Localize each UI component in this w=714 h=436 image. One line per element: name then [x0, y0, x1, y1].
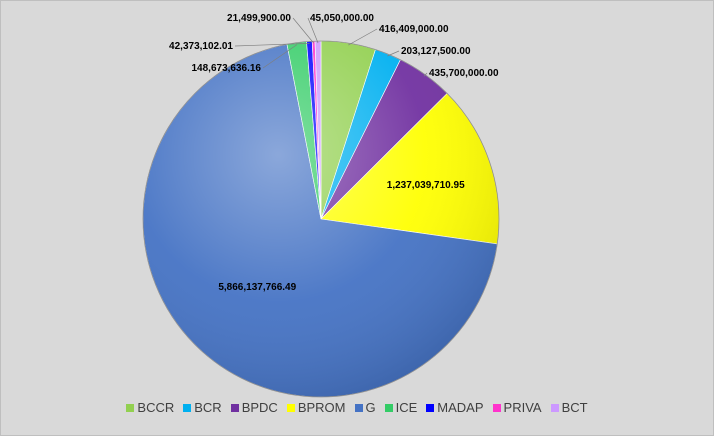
- legend-swatch-bprom: [286, 403, 295, 412]
- legend-item-bccr: BCCR: [126, 400, 174, 415]
- legend-item-bcr: BCR: [183, 400, 222, 415]
- data-label-bct: 45,050,000.00: [310, 13, 374, 24]
- data-label-ice: 148,673,636.16: [191, 63, 261, 74]
- data-label-bcr: 203,127,500.00: [401, 46, 471, 57]
- legend-label-ice: ICE: [395, 400, 418, 415]
- legend-label-bpdc: BPDC: [241, 400, 278, 415]
- pie-bevel-overlay: [142, 40, 500, 398]
- legend-swatch-bct: [550, 403, 559, 412]
- leader-line-madap: [234, 43, 310, 47]
- legend-label-bccr: BCCR: [137, 400, 175, 415]
- legend-item-g: G: [354, 400, 376, 415]
- legend-item-madap: MADAP: [426, 400, 484, 415]
- data-label-bprom: 1,237,039,710.95: [387, 180, 465, 191]
- legend-label-bcr: BCR: [194, 400, 222, 415]
- leader-line-ice: [262, 44, 298, 69]
- leader-line-bccr: [348, 28, 378, 46]
- legend-swatch-bccr: [126, 403, 135, 412]
- legend-swatch-bcr: [183, 403, 192, 412]
- chart-legend: BCCR BCR BPDC BPROM G ICE MADAP PRIVA BCT: [1, 400, 713, 415]
- leader-line-bct: [307, 17, 319, 44]
- legend-swatch-priva: [492, 403, 501, 412]
- legend-label-madap: MADAP: [437, 400, 484, 415]
- legend-item-priva: PRIVA: [492, 400, 542, 415]
- data-label-g: 5,866,137,766.49: [218, 282, 296, 293]
- legend-swatch-ice: [384, 403, 393, 412]
- legend-label-g: G: [365, 400, 376, 415]
- leader-line-priva: [292, 17, 314, 44]
- legend-swatch-g: [354, 403, 363, 412]
- legend-swatch-madap: [426, 403, 435, 412]
- legend-label-bct: BCT: [561, 400, 588, 415]
- legend-item-bct: BCT: [550, 400, 588, 415]
- data-label-bpdc: 435,700,000.00: [429, 68, 499, 79]
- legend-item-bpdc: BPDC: [230, 400, 278, 415]
- legend-label-bprom: BPROM: [297, 400, 346, 415]
- data-label-bccr: 416,409,000.00: [379, 24, 449, 35]
- legend-label-priva: PRIVA: [503, 400, 542, 415]
- legend-item-bprom: BPROM: [286, 400, 346, 415]
- data-label-madap: 42,373,102.01: [169, 41, 233, 52]
- data-label-priva: 21,499,900.00: [227, 13, 291, 24]
- leader-line-bpdc: [423, 72, 428, 77]
- legend-swatch-bpdc: [230, 403, 239, 412]
- leader-line-bcr: [387, 50, 400, 57]
- legend-item-ice: ICE: [384, 400, 418, 415]
